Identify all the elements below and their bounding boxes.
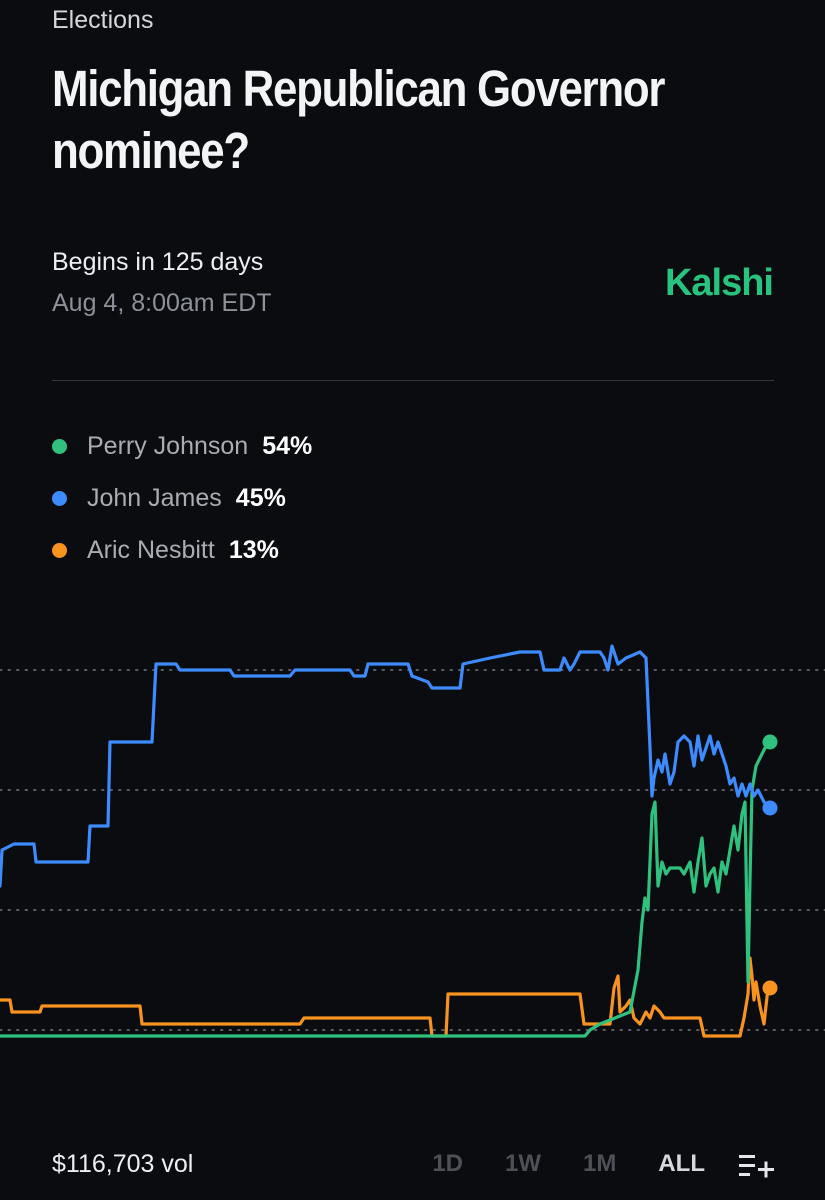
series-line-perry-johnson [0,740,772,1038]
legend-dot [52,438,67,454]
playlist-add-icon[interactable] [739,1152,775,1180]
market-title: Michigan Republican Governor nominee? [52,58,688,182]
time-range-selector: 1D 1W 1M ALL [390,1150,705,1178]
volume-label: $116,703 vol [52,1150,194,1178]
candidate-percent: 45% [235,483,286,512]
legend-item-aric-nesbitt[interactable]: Aric Nesbitt 13% [52,524,312,576]
candidate-percent: 54% [262,431,313,460]
range-all-button[interactable]: ALL [658,1150,705,1177]
candidate-name: Perry Johnson [87,431,249,460]
kalshi-logo: Kalshi [664,262,774,304]
category-label: Elections [52,6,154,34]
legend-dot [52,490,67,506]
chart-footer: $116,703 vol 1D 1W 1M ALL [0,1140,825,1190]
series-end-point-john-james [762,800,778,816]
candidate-percent: 13% [228,535,279,564]
range-1d-button[interactable]: 1D [432,1150,463,1177]
series-end-point-aric-nesbitt [762,980,778,996]
range-1m-button[interactable]: 1M [583,1150,617,1177]
series-end-point-perry-johnson [762,734,778,750]
legend-item-john-james[interactable]: John James 45% [52,472,312,524]
chart-svg[interactable] [0,600,825,1100]
market-title-line-2: nominee? [52,122,250,179]
price-history-chart[interactable] [0,600,825,1100]
range-1w-button[interactable]: 1W [505,1150,541,1177]
series-line-john-james [0,644,772,888]
begins-countdown: Begins in 125 days [52,248,264,276]
series-line-aric-nesbitt [0,956,772,1038]
candidate-name: John James [87,483,222,512]
legend-item-perry-johnson[interactable]: Perry Johnson 54% [52,420,312,472]
divider [52,380,774,381]
legend-dot [52,542,67,558]
candidate-legend: Perry Johnson 54% John James 45% Aric Ne… [52,420,312,576]
candidate-name: Aric Nesbitt [87,535,215,564]
market-title-line-1: Michigan Republican Governor [52,60,665,117]
begin-date: Aug 4, 8:00am EDT [52,289,272,317]
